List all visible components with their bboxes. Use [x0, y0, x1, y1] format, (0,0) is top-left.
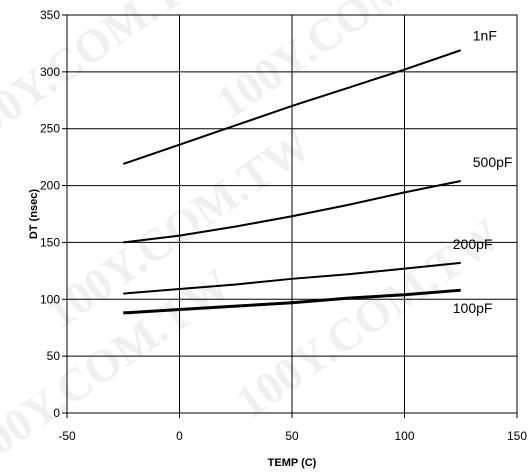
series-label-200pF: 200pF	[453, 236, 493, 252]
watermark: 100Y.COM.TW100Y.COM.TW100Y.COM.TW100Y.CO…	[0, 0, 510, 472]
series-labels: 1nF 500pF 200pF 100pF	[453, 27, 513, 316]
y-tick-label: 300	[40, 65, 60, 79]
x-tick-label: 100	[394, 429, 414, 443]
watermark-text: 100Y.COM.TW	[206, 0, 489, 128]
series-label-1nF: 1nF	[473, 27, 497, 43]
y-tick-label: 100	[40, 292, 60, 306]
x-tick-label: 0	[176, 429, 183, 443]
gridlines	[67, 15, 517, 413]
axis-ticks: 0 50 100 150 200 250 300 350 -50 0 50 100 150	[40, 8, 527, 443]
y-tick-label: 200	[40, 179, 60, 193]
x-axis-title: TEMP (C)	[268, 457, 317, 469]
series-label-500pF: 500pF	[473, 154, 513, 170]
series-line-200pF	[123, 261, 461, 295]
series-line-1nF	[122, 49, 462, 165]
watermark-text: 100Y.COM.TW	[0, 0, 230, 158]
y-tick-label: 350	[40, 8, 60, 22]
x-tick-label: 150	[507, 429, 527, 443]
series-line-100pF	[123, 288, 461, 315]
y-tick-label: 0	[53, 406, 60, 420]
y-tick-label: 250	[40, 122, 60, 136]
y-tick-label: 50	[47, 349, 61, 363]
series-label-100pF: 100pF	[453, 300, 493, 316]
y-tick-label: 150	[40, 235, 60, 249]
series-lines	[122, 49, 462, 315]
x-tick-label: -50	[58, 429, 76, 443]
x-tick-label: 50	[285, 429, 299, 443]
series-line-500pF	[123, 180, 461, 244]
y-axis-title: DT (nsec)	[28, 189, 40, 239]
